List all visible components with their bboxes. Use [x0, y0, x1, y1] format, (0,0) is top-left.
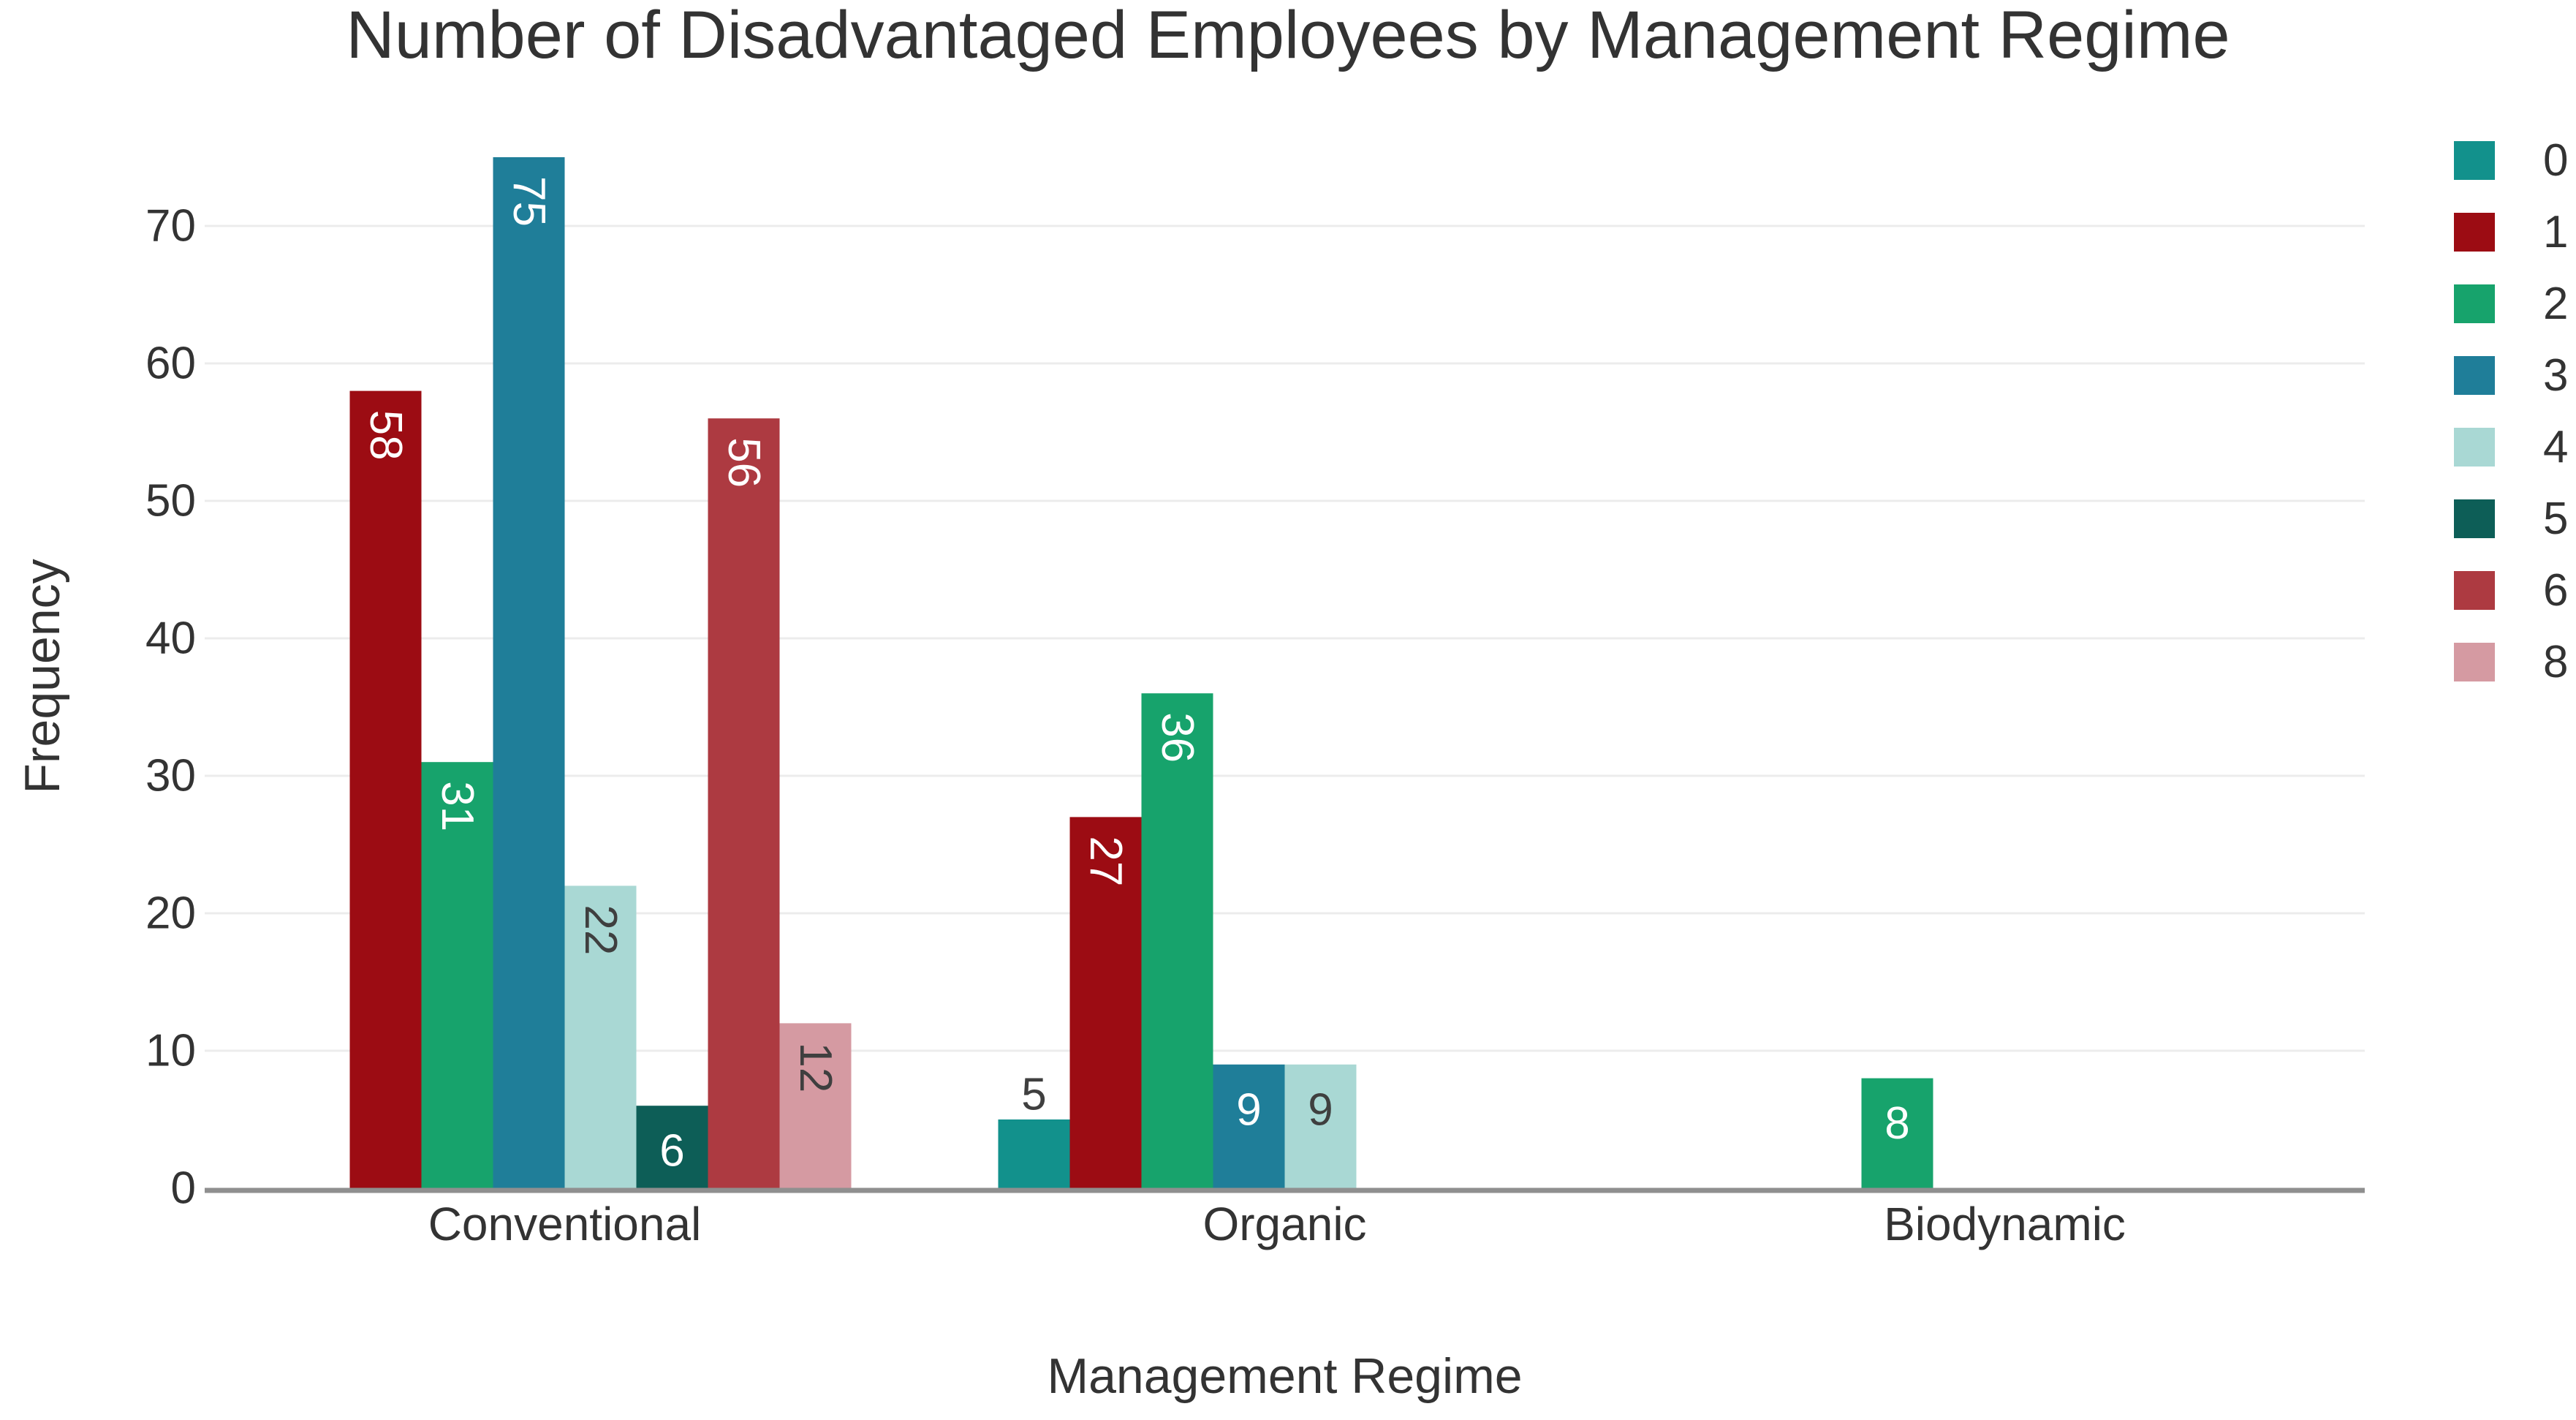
bar-value-label: 12: [790, 1042, 841, 1092]
bar-conventional-3: [493, 157, 565, 1188]
y-tick-label-60: 60: [145, 339, 196, 389]
legend-label: 1: [2543, 207, 2569, 257]
legend-item-6: 6: [2454, 565, 2569, 616]
bar-value-label: 22: [575, 905, 626, 955]
y-tick-label-10: 10: [145, 1026, 196, 1076]
legend-label: 3: [2543, 350, 2569, 401]
x-tick-label-biodynamic: Biodynamic: [1884, 1198, 2126, 1250]
bar-organic-1: [1069, 817, 1142, 1188]
bar-conventional-2: [421, 762, 493, 1188]
legend-swatch-icon: [2454, 284, 2495, 323]
bar-conventional-1: [349, 390, 422, 1188]
legend-swatch-icon: [2454, 141, 2495, 180]
bar-value-label: 6: [659, 1126, 684, 1177]
bar-value-label: 9: [1308, 1084, 1333, 1135]
legend-swatch-icon: [2454, 643, 2495, 681]
legend-label: 8: [2543, 637, 2569, 687]
chart-title: Number of Disadvantaged Employees by Man…: [346, 0, 2230, 72]
y-axis-title: Frequency: [15, 559, 70, 794]
bar-conventional-5: [636, 1106, 708, 1188]
bar-organic-4: [1284, 1064, 1357, 1188]
bar-organic-3: [1213, 1064, 1285, 1188]
y-tick-label-50: 50: [145, 476, 196, 526]
bar-value-label: 9: [1236, 1084, 1261, 1135]
legend-swatch-icon: [2454, 571, 2495, 610]
y-tick-label-20: 20: [145, 888, 196, 939]
bar-value-label: 31: [432, 781, 482, 831]
bar-value-label: 5: [1021, 1070, 1046, 1120]
bar-value-label: 27: [1080, 836, 1131, 886]
legend-item-3: 3: [2454, 350, 2569, 401]
legend-label: 6: [2543, 565, 2569, 616]
x-tick-label-organic: Organic: [1202, 1198, 1366, 1250]
legend-label: 4: [2543, 422, 2569, 472]
legend-label: 0: [2543, 135, 2569, 186]
legend-label: 2: [2543, 279, 2569, 329]
bar-conventional-8: [779, 1023, 852, 1188]
bar-conventional-4: [564, 885, 637, 1188]
legend-item-5: 5: [2454, 494, 2569, 544]
x-tick-label-conventional: Conventional: [428, 1198, 702, 1250]
legend-item-1: 1: [2454, 207, 2569, 257]
bar-value-label: 58: [360, 410, 411, 461]
legend-item-4: 4: [2454, 422, 2569, 472]
legend: 0 1 2 3 4 5 6 8: [2454, 135, 2569, 714]
bar-organic-0: [998, 1119, 1070, 1188]
x-axis-title: Management Regime: [1047, 1348, 1523, 1404]
legend-swatch-icon: [2454, 213, 2495, 252]
y-tick-label-40: 40: [145, 613, 196, 664]
bar-value-label: 56: [719, 437, 769, 488]
y-tick-label-0: 0: [171, 1163, 196, 1214]
legend-swatch-icon: [2454, 356, 2495, 395]
legend-item-0: 0: [2454, 135, 2569, 186]
bar-organic-2: [1141, 693, 1213, 1188]
y-tick-label-30: 30: [145, 751, 196, 801]
bar-conventional-6: [708, 418, 780, 1189]
bar-value-label: 36: [1152, 712, 1202, 763]
legend-item-2: 2: [2454, 279, 2569, 329]
legend-swatch-icon: [2454, 499, 2495, 538]
legend-swatch-icon: [2454, 428, 2495, 467]
bar-value-label: 8: [1884, 1098, 1909, 1149]
y-tick-label-70: 70: [145, 201, 196, 252]
bar-value-label: 75: [504, 176, 554, 227]
legend-item-8: 8: [2454, 637, 2569, 687]
legend-label: 5: [2543, 494, 2569, 544]
bar-biodynamic-2: [1861, 1078, 1933, 1188]
